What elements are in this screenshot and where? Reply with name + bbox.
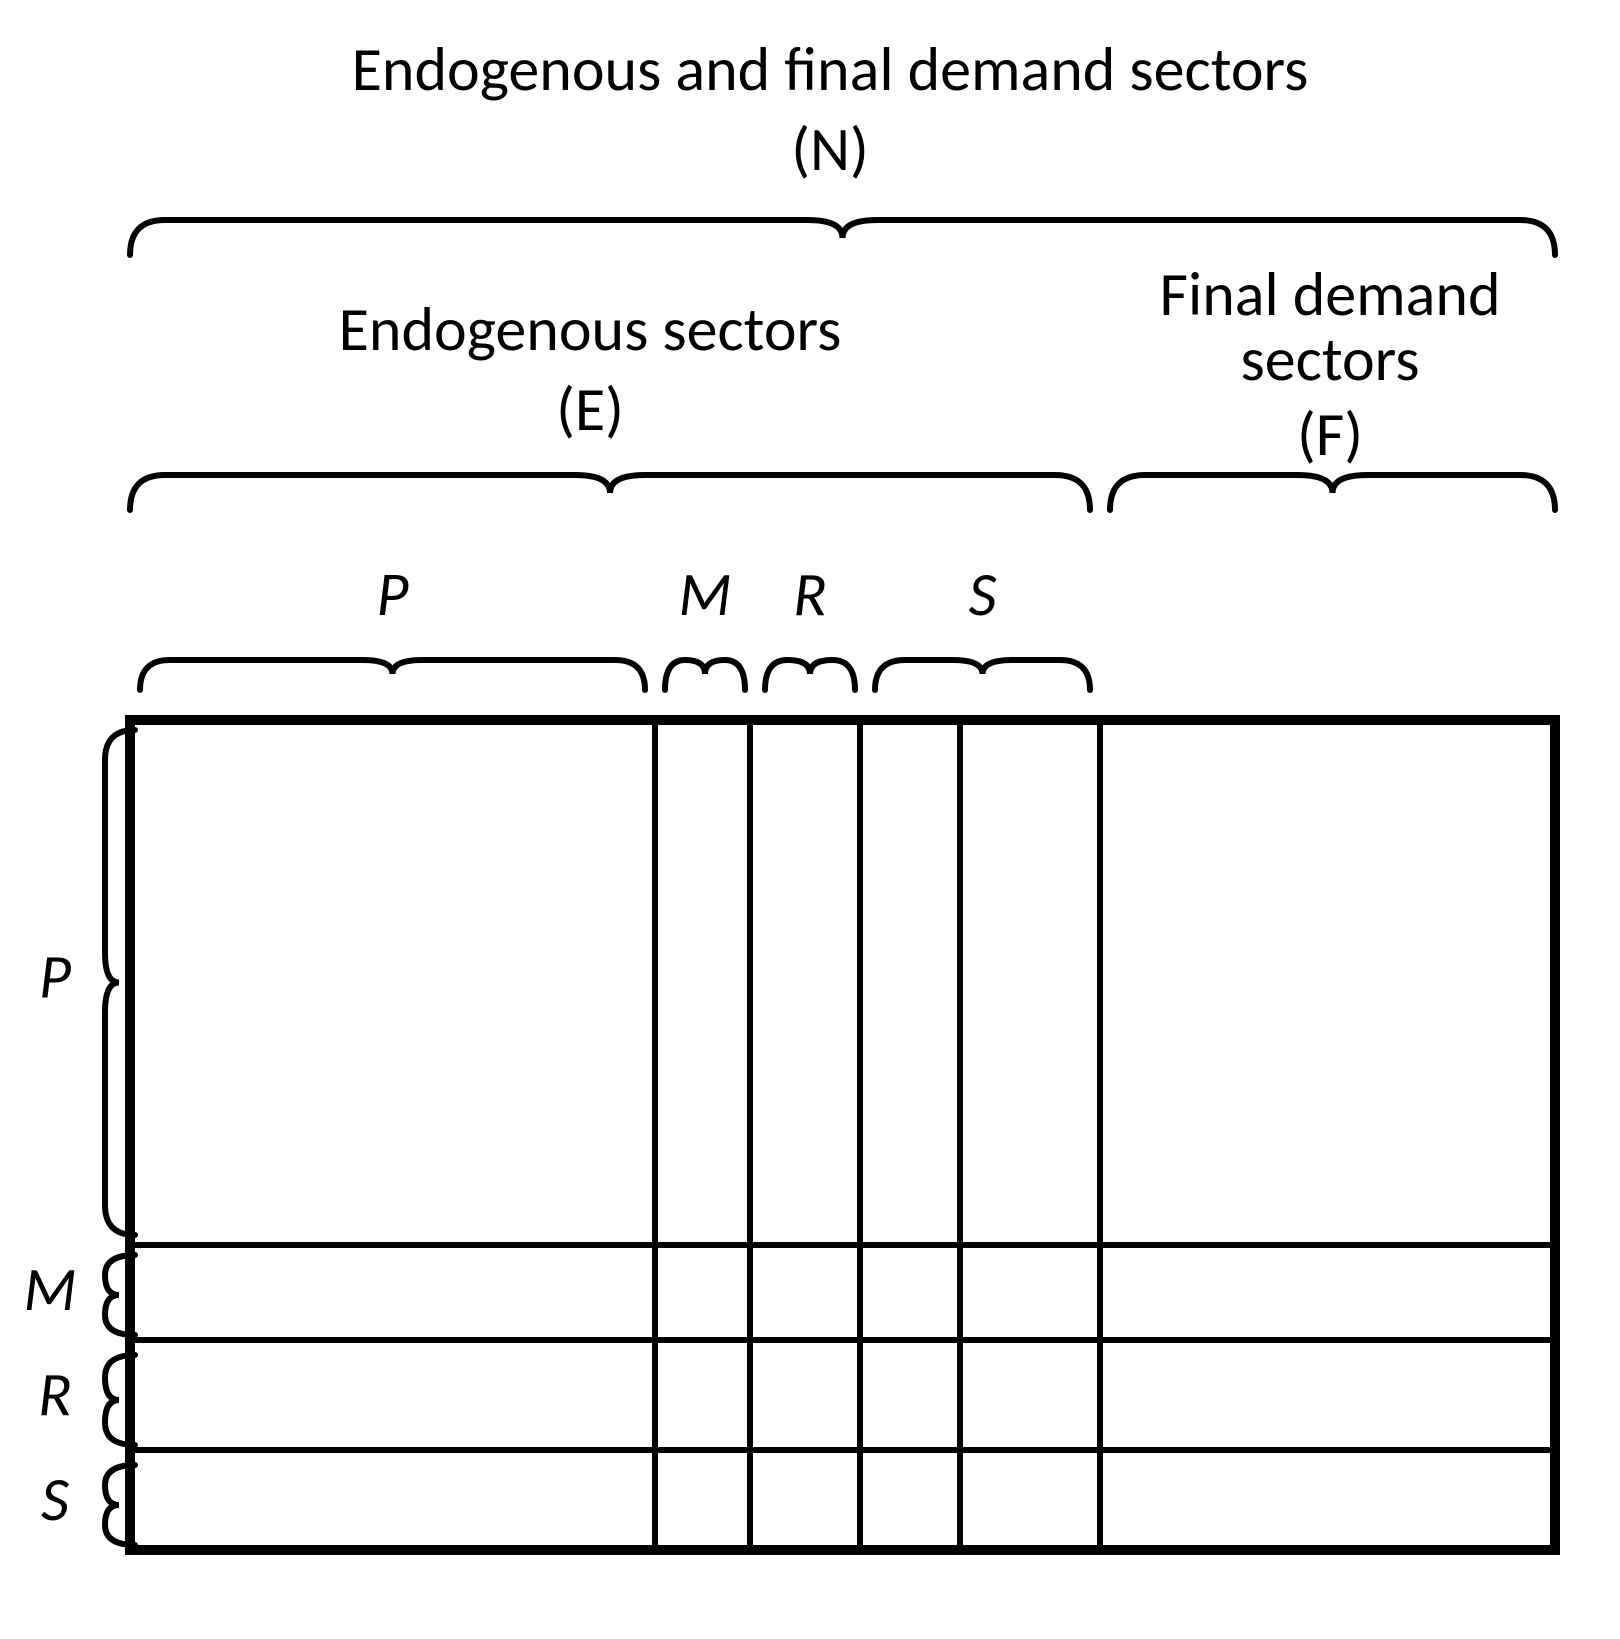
title-n-line1: Endogenous and final demand sectors: [352, 31, 1309, 107]
title-n-line2: (N): [791, 111, 869, 187]
col-label-s: S: [968, 556, 996, 632]
brace-n: [130, 220, 1555, 255]
title-e-line2: (E): [556, 371, 624, 447]
row-label-r: R: [38, 1356, 72, 1432]
brace-col-m: [665, 660, 745, 690]
brace-col-r: [765, 660, 855, 690]
row-label-p: P: [39, 938, 71, 1014]
brace-e: [130, 475, 1090, 510]
brace-col-s: [875, 660, 1090, 690]
matrix-outline: [130, 720, 1555, 1550]
col-label-m: M: [678, 556, 731, 632]
col-label-p: P: [376, 556, 408, 632]
row-label-s: S: [41, 1461, 69, 1537]
brace-col-p: [140, 660, 645, 690]
col-label-r: R: [793, 556, 827, 632]
brace-f: [1110, 475, 1555, 510]
matrix-diagram: Endogenous and final demand sectors(N) En…: [0, 0, 1620, 1639]
title-e-line1: Endogenous sectors: [339, 291, 842, 367]
title-f-line3: (F): [1297, 396, 1363, 472]
row-label-m: M: [23, 1251, 76, 1327]
title-f-line2: sectors: [1241, 321, 1420, 397]
